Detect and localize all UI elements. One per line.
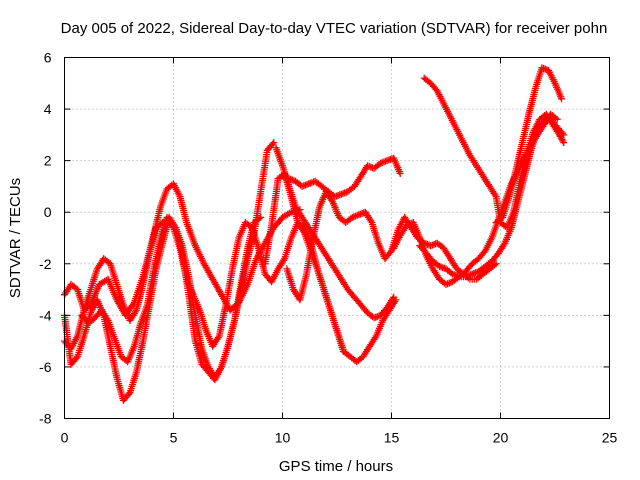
data-point-markers [279,154,404,201]
y-tick-label: 6 [44,50,52,66]
data-point-markers [283,188,500,304]
chart-title: Day 005 of 2022, Sidereal Day-to-day VTE… [61,20,608,37]
x-tick-label: 5 [170,430,178,446]
y-tick-label: 2 [44,153,52,169]
data-point-markers [416,115,568,281]
x-tick-label: 10 [275,430,291,446]
x-tick-label: 0 [61,430,69,446]
series-track-10 [420,74,568,232]
y-tick-label: -2 [39,256,52,272]
x-tick-label: 15 [384,430,400,446]
y-tick-label: -4 [39,307,52,323]
series-track-7 [279,154,404,201]
y-axis-label: SDTVAR / TECUs [7,178,24,298]
data-point-markers [272,144,398,322]
y-tick-label: 0 [44,204,52,220]
data-series [61,64,568,404]
x-tick-label: 25 [602,430,618,446]
x-axis-label: GPS time / hours [279,458,393,475]
y-tick-label: 4 [44,101,52,117]
x-tick-label: 20 [493,430,509,446]
series-track-11 [416,115,568,281]
series-track-6 [272,144,398,322]
data-point-markers [420,74,568,232]
y-tick-label: -8 [39,411,52,427]
series-track-12 [492,64,565,226]
y-tick-label: -6 [39,359,52,375]
data-point-markers [492,64,565,226]
plot-frame [64,57,610,419]
axis-ticks: 0 5 10 15 20 25 -8 -6 -4 -2 0 2 4 6 [39,50,617,446]
series-track-8 [283,188,500,304]
